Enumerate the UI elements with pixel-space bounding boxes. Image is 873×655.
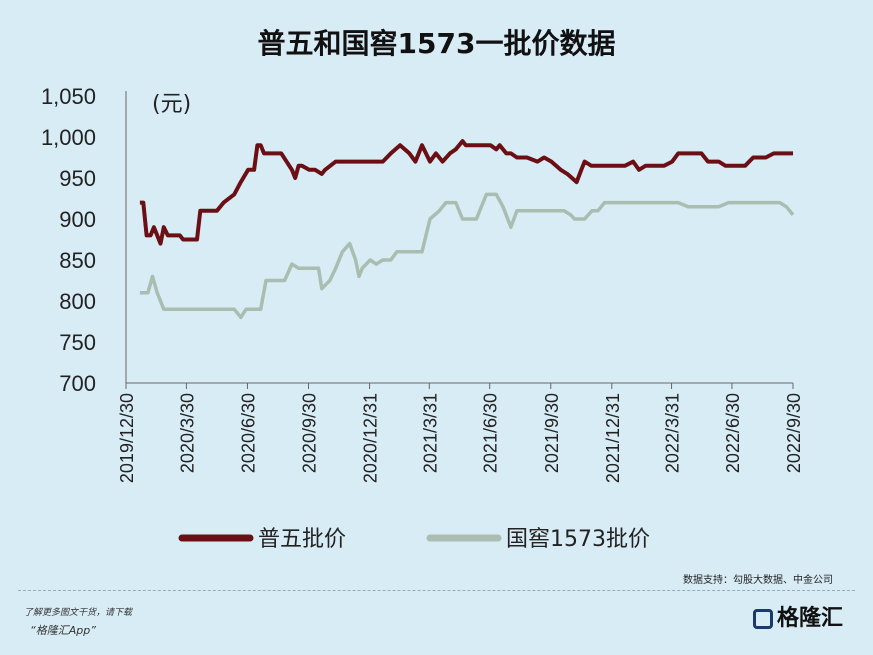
y-unit-label: (元) [152, 92, 191, 117]
source-note: 数据支持：勾股大数据、中金公司 [683, 575, 833, 586]
x-tick-label: 2022/3/31 [663, 393, 683, 473]
footer-app-name: “格隆汇App” [30, 624, 96, 637]
y-tick-label: 1,050 [41, 84, 96, 109]
axes: 700 750 800 850 900 950 1,000 1,050 2019/12/30 20… [41, 84, 804, 483]
x-tick-label: 2020/9/30 [300, 393, 320, 473]
y-tick-label: 700 [59, 371, 96, 396]
x-tick-label: 2021/6/30 [481, 393, 501, 473]
footer-divider [18, 590, 855, 591]
brand-logo: 格隆汇 [752, 600, 843, 632]
series-line [139, 139, 793, 246]
x-tick-label: 2020/6/30 [238, 393, 258, 473]
series-line [139, 192, 795, 320]
x-tick-label: 2019/12/30 [117, 393, 137, 483]
legend-label: 普五批价 [258, 527, 346, 552]
y-tick-label: 950 [59, 166, 96, 191]
y-tick-label: 900 [59, 207, 96, 232]
logo-icon [752, 609, 773, 629]
series-lines [139, 139, 795, 320]
x-tick-label: 2020/3/30 [177, 393, 197, 473]
y-tick-label: 1,000 [41, 125, 96, 150]
y-tick-label: 750 [59, 330, 96, 355]
x-tick-label: 2021/9/30 [542, 393, 562, 473]
chart-title: 普五和国窖1573一批价数据 [257, 27, 616, 60]
x-tick-label: 2021/3/31 [420, 393, 440, 473]
x-tick-label: 2022/6/30 [723, 393, 743, 473]
x-tick-label: 2020/12/31 [361, 393, 381, 483]
legend-label: 国窖1573批价 [506, 527, 650, 552]
footer-note: 了解更多图文干货，请下载 [24, 608, 133, 618]
x-tick-label: 2022/9/30 [784, 393, 804, 473]
brand-name: 格隆汇 [776, 606, 843, 631]
y-tick-label: 800 [59, 289, 96, 314]
x-tick-label: 2021/12/31 [603, 393, 623, 483]
line-chart: (元) 700 750 800 850 900 950 1,000 1,050 2019/12/… [41, 84, 804, 552]
y-tick-label: 850 [59, 248, 96, 273]
legend: 普五批价 国窖1573批价 [178, 527, 650, 552]
